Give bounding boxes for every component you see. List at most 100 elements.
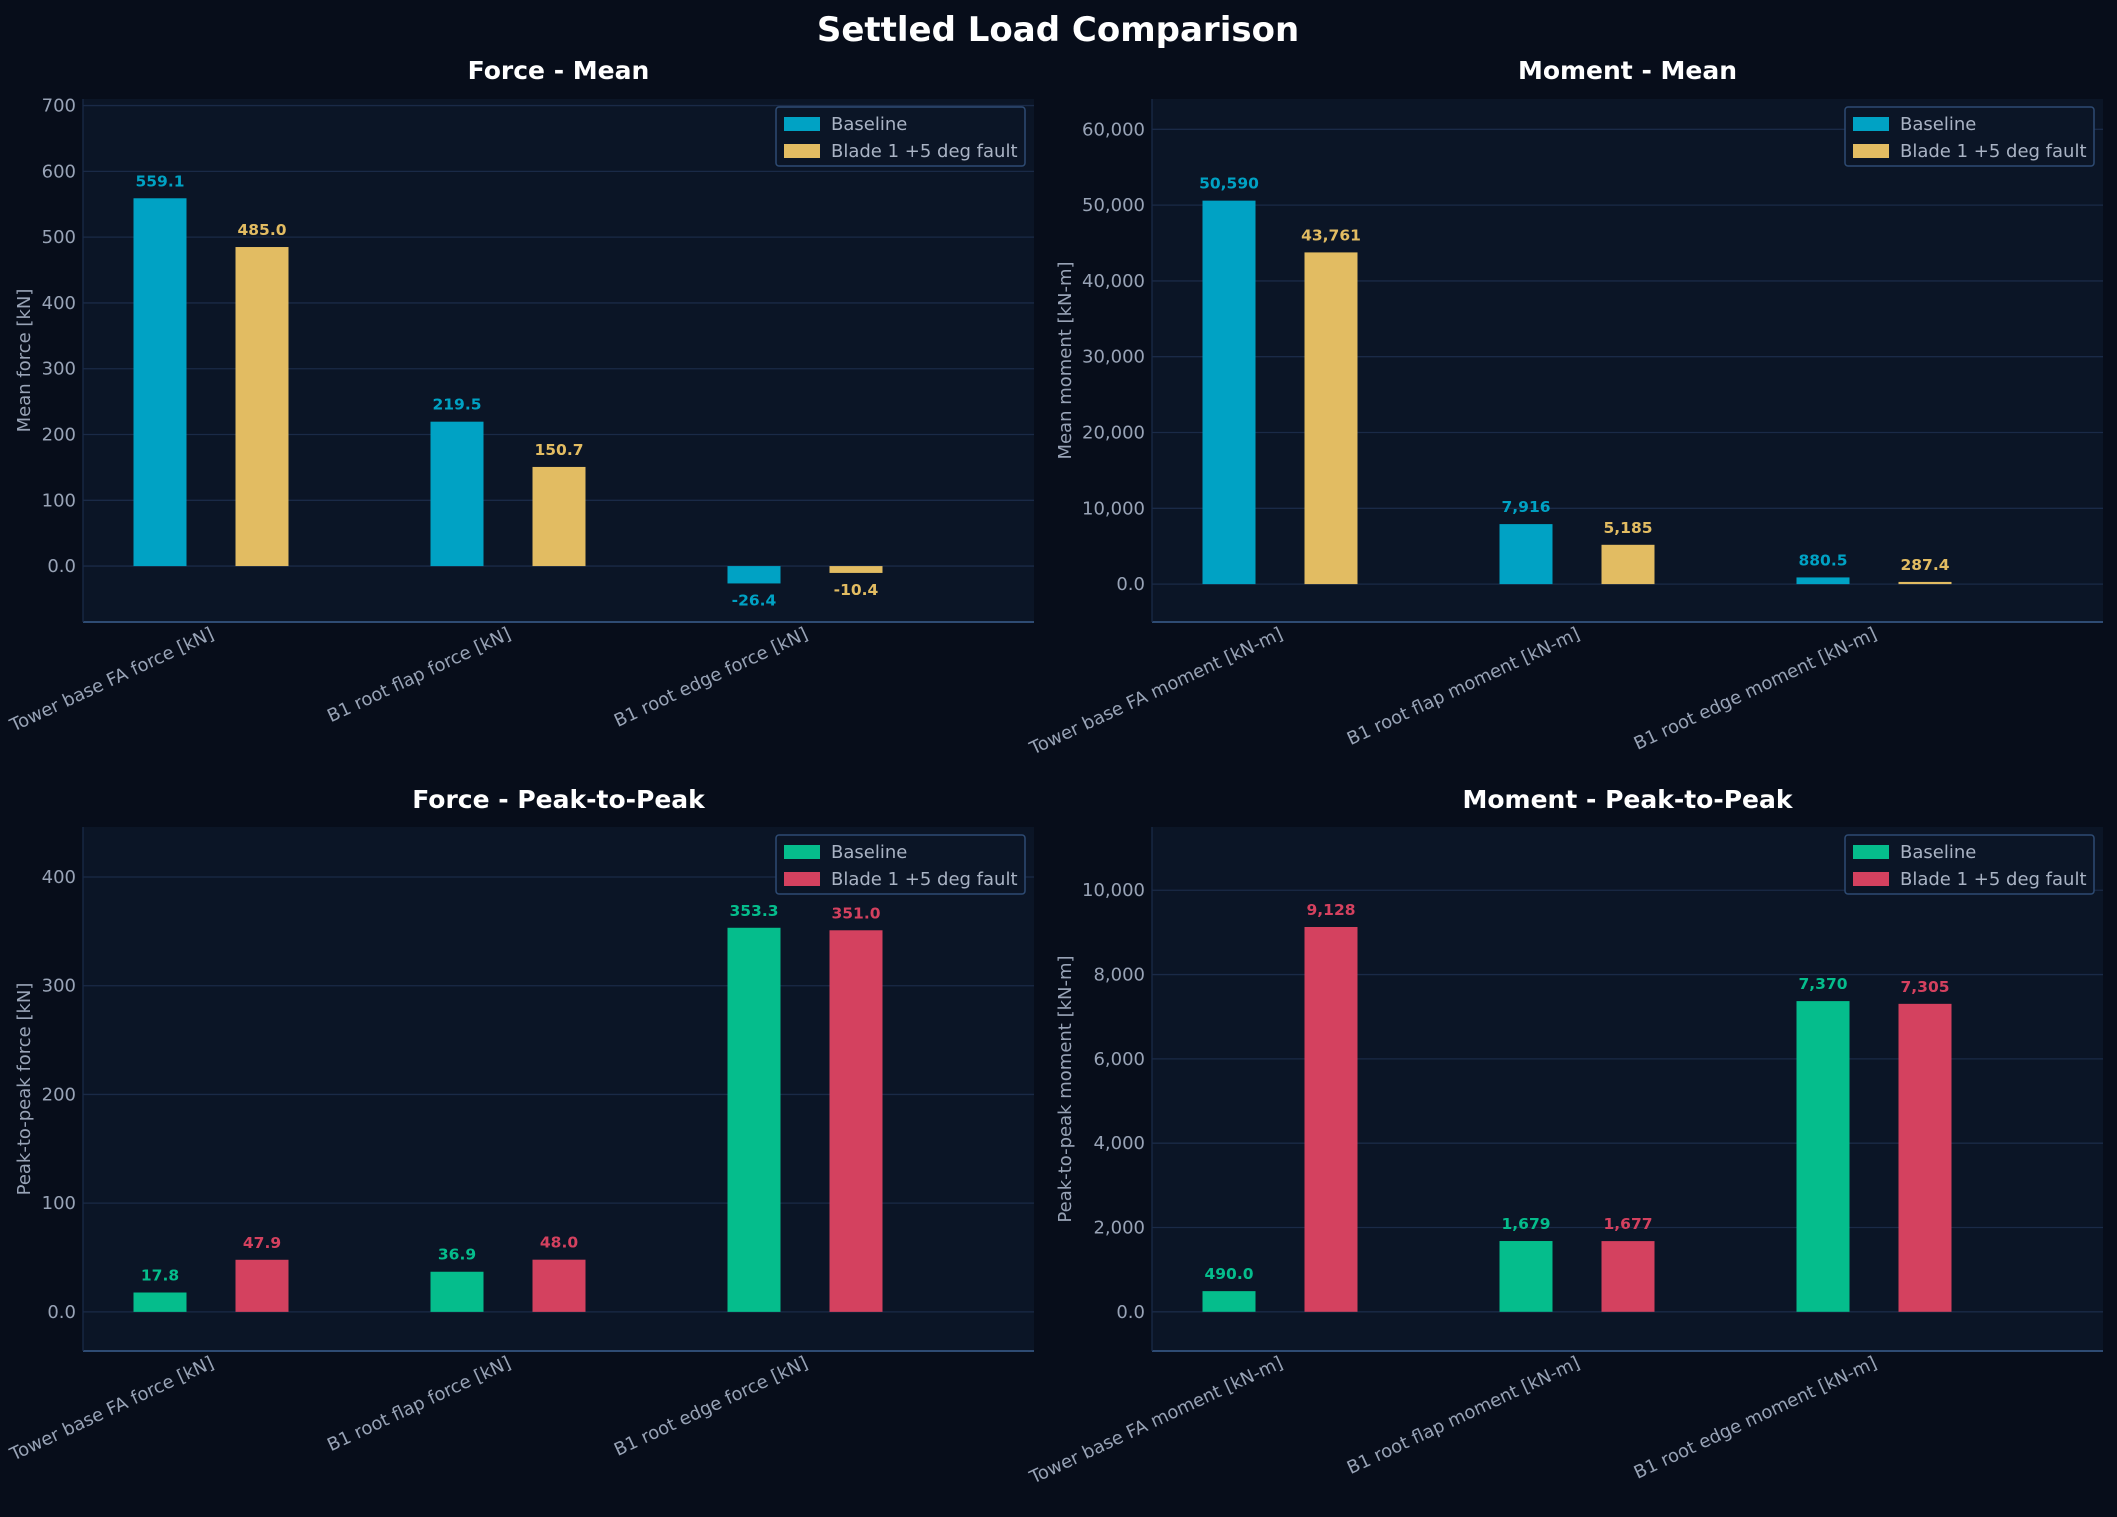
y-tick-label: 10,000 bbox=[1082, 880, 1145, 901]
legend-label: Blade 1 +5 deg fault bbox=[831, 869, 1018, 890]
bar bbox=[727, 927, 781, 1312]
bar bbox=[1202, 1291, 1256, 1312]
bar bbox=[532, 466, 586, 567]
data-label: 48.0 bbox=[540, 1234, 578, 1252]
figure-title: Settled Load Comparison bbox=[817, 10, 1299, 50]
data-label: 9,128 bbox=[1306, 901, 1355, 919]
panel-title: Moment - Peak-to-Peak bbox=[1462, 785, 1793, 814]
bar bbox=[133, 1292, 187, 1312]
bar bbox=[1499, 524, 1553, 585]
legend-label: Baseline bbox=[1900, 114, 1976, 135]
y-tick-label: 50,000 bbox=[1082, 195, 1145, 216]
panel-title: Moment - Mean bbox=[1518, 56, 1737, 85]
y-tick-label: 30,000 bbox=[1082, 347, 1145, 368]
bar bbox=[829, 930, 883, 1312]
panel-title: Force - Mean bbox=[468, 56, 650, 85]
legend: Baseline Blade 1 +5 deg fault bbox=[775, 834, 1026, 895]
data-label: 50,590 bbox=[1199, 175, 1259, 193]
bar bbox=[430, 421, 484, 567]
y-tick-label: 100 bbox=[42, 490, 76, 511]
y-axis-label: Mean force [kN] bbox=[14, 289, 35, 433]
y-tick-label: 0.0 bbox=[47, 1302, 76, 1323]
legend-box bbox=[775, 834, 1026, 895]
y-tick-label: 300 bbox=[42, 359, 76, 380]
data-label: 7,305 bbox=[1900, 978, 1949, 996]
y-tick-label: 600 bbox=[42, 161, 76, 182]
y-tick-label: 20,000 bbox=[1082, 423, 1145, 444]
y-tick-label: 100 bbox=[42, 1193, 76, 1214]
data-label: 490.0 bbox=[1204, 1265, 1253, 1283]
legend-swatch bbox=[784, 117, 820, 131]
legend: Baseline Blade 1 +5 deg fault bbox=[1844, 834, 2095, 895]
y-tick-label: 10,000 bbox=[1082, 498, 1145, 519]
legend-swatch bbox=[1853, 144, 1889, 158]
y-axis-label: Peak-to-peak force [kN] bbox=[14, 983, 35, 1196]
legend-box bbox=[1844, 834, 2095, 895]
bar bbox=[235, 247, 289, 567]
x-tick-label: B1 root flap moment [kN-m] bbox=[1344, 1352, 1583, 1478]
x-tick-label: B1 root edge moment [kN-m] bbox=[1631, 623, 1880, 754]
bar bbox=[1796, 577, 1850, 585]
data-label: 7,370 bbox=[1798, 975, 1847, 993]
legend-label: Baseline bbox=[1900, 842, 1976, 863]
bar bbox=[133, 198, 187, 567]
chart-panel-3: 0.0 100 200 300 400 Force - Peak-to-Peak Peak-… bbox=[6, 785, 1034, 1466]
y-tick-label: 2,000 bbox=[1093, 1217, 1145, 1238]
x-tick-label: B1 root flap force [kN] bbox=[324, 1352, 514, 1455]
legend-swatch bbox=[1853, 117, 1889, 131]
y-axis-label: Mean moment [kN-m] bbox=[1055, 261, 1076, 459]
bar bbox=[1304, 926, 1358, 1312]
data-label: 36.9 bbox=[438, 1246, 476, 1264]
y-tick-label: 0.0 bbox=[1116, 1302, 1145, 1323]
y-tick-label: 300 bbox=[42, 976, 76, 997]
x-tick-label: Tower base FA force [kN] bbox=[6, 1352, 217, 1465]
y-tick-label: 200 bbox=[42, 425, 76, 446]
y-tick-label: 400 bbox=[42, 293, 76, 314]
data-label: 1,679 bbox=[1501, 1215, 1550, 1233]
y-axis-label: Peak-to-peak moment [kN-m] bbox=[1055, 955, 1076, 1222]
bar bbox=[1796, 1001, 1850, 1312]
legend-swatch bbox=[1853, 845, 1889, 859]
data-label: 287.4 bbox=[1900, 556, 1949, 574]
panel-title: Force - Peak-to-Peak bbox=[412, 785, 706, 814]
y-tick-label: 6,000 bbox=[1093, 1049, 1145, 1070]
data-label: -10.4 bbox=[834, 581, 879, 599]
data-label: 47.9 bbox=[243, 1234, 281, 1252]
legend-label: Baseline bbox=[831, 114, 907, 135]
bar bbox=[1304, 252, 1358, 585]
y-tick-label: 60,000 bbox=[1082, 119, 1145, 140]
data-label: 485.0 bbox=[237, 221, 286, 239]
x-tick-label: Tower base FA force [kN] bbox=[6, 623, 217, 736]
data-label: -26.4 bbox=[732, 591, 777, 609]
y-tick-label: 200 bbox=[42, 1084, 76, 1105]
bar bbox=[430, 1271, 484, 1312]
chart-panel-1: 0.0 100 200 300 400 500 600 700 Force - Mean Mean… bbox=[6, 56, 1034, 737]
data-label: 43,761 bbox=[1301, 226, 1361, 244]
bar bbox=[727, 566, 781, 584]
data-label: 1,677 bbox=[1603, 1215, 1652, 1233]
legend-label: Blade 1 +5 deg fault bbox=[831, 141, 1018, 162]
chart-panel-4: 0.0 2,000 4,000 6,000 8,000 10,000 Moment - Pe… bbox=[1026, 785, 2103, 1489]
data-label: 219.5 bbox=[432, 396, 481, 414]
bar bbox=[235, 1259, 289, 1312]
x-tick-label: Tower base FA moment [kN-m] bbox=[1026, 623, 1286, 759]
y-tick-label: 700 bbox=[42, 96, 76, 117]
x-tick-label: B1 root flap force [kN] bbox=[324, 623, 514, 726]
legend-label: Baseline bbox=[831, 842, 907, 863]
bar bbox=[1601, 1241, 1655, 1312]
bar bbox=[1601, 544, 1655, 585]
chart-panel-2: 0.0 10,000 20,000 30,000 40,000 50,000 60,000 M… bbox=[1026, 56, 2103, 760]
y-tick-label: 400 bbox=[42, 867, 76, 888]
legend-box bbox=[775, 106, 1026, 167]
bar bbox=[829, 566, 883, 573]
y-tick-label: 0.0 bbox=[47, 556, 76, 577]
legend-swatch bbox=[784, 845, 820, 859]
plot-area bbox=[1152, 99, 2103, 622]
x-tick-label: B1 root edge moment [kN-m] bbox=[1631, 1352, 1880, 1483]
bar bbox=[1898, 581, 1952, 585]
legend-swatch bbox=[1853, 872, 1889, 886]
legend-label: Blade 1 +5 deg fault bbox=[1900, 869, 2087, 890]
x-tick-label: B1 root edge force [kN] bbox=[611, 1352, 811, 1460]
bar bbox=[1499, 1241, 1553, 1312]
y-tick-label: 0.0 bbox=[1116, 574, 1145, 595]
